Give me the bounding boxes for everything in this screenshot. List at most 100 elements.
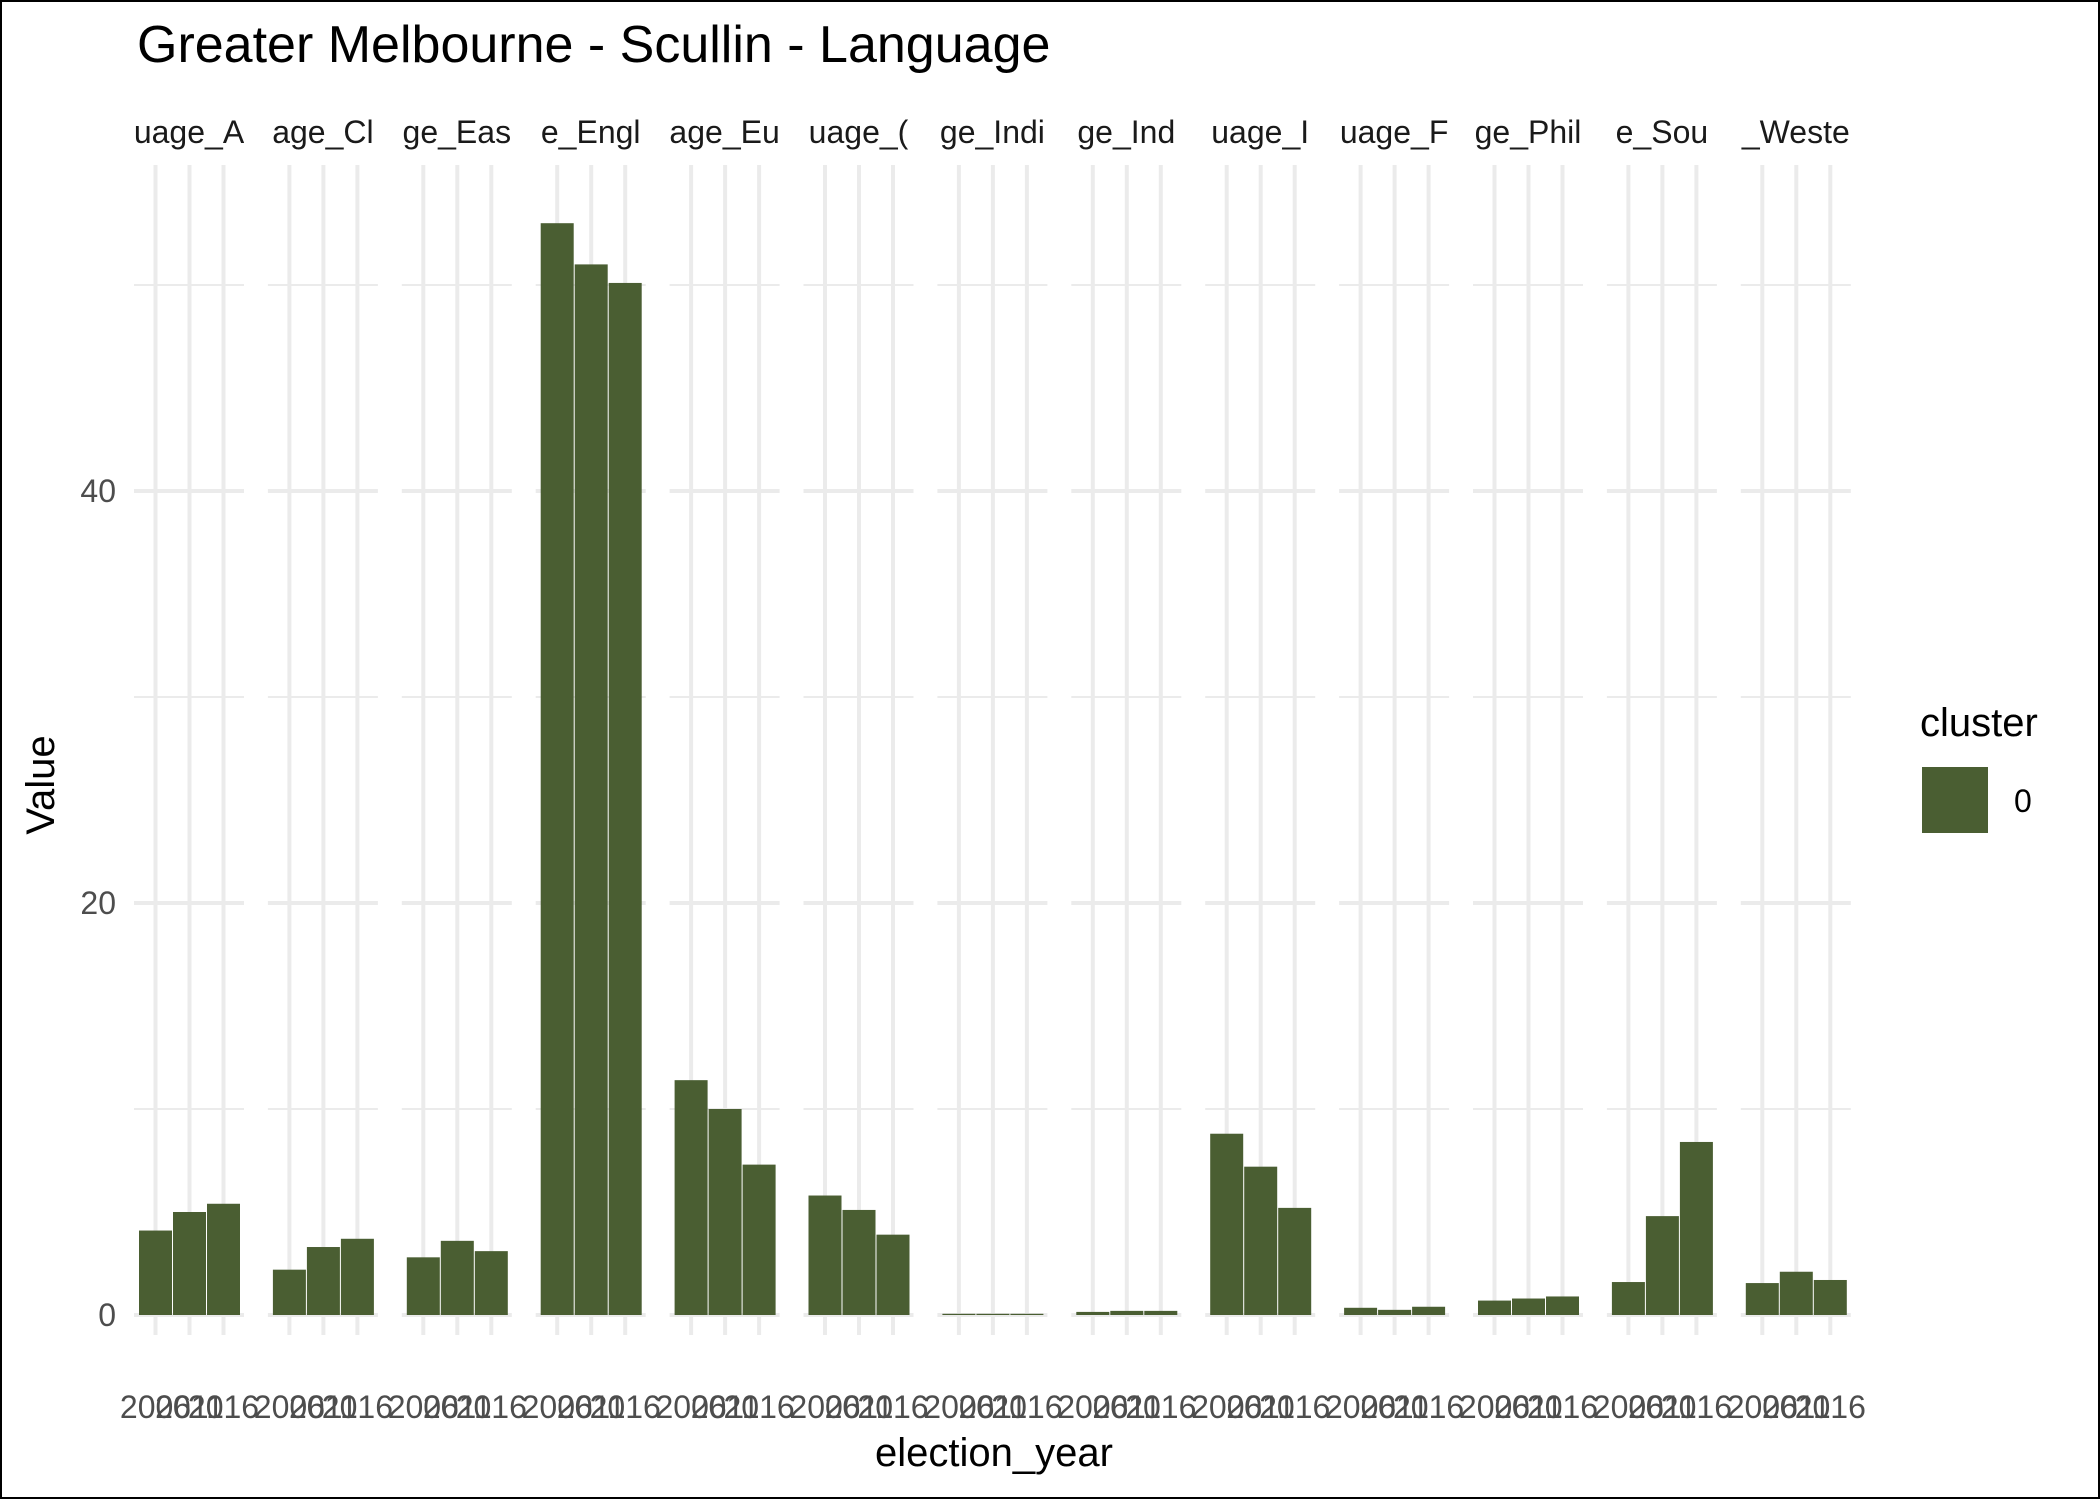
bar <box>440 1240 474 1315</box>
x-tick-label: 2016 <box>857 1389 928 1425</box>
x-tick-label: 2016 <box>1527 1389 1598 1425</box>
x-tick-label: 2016 <box>188 1389 259 1425</box>
bar <box>1478 1300 1511 1315</box>
bar <box>1144 1310 1178 1315</box>
bar <box>842 1209 876 1315</box>
facet-strip-label: ge_Indi <box>940 114 1045 150</box>
y-axis-title: Value <box>19 735 63 834</box>
legend-key-cluster-0 <box>1922 767 1988 833</box>
x-tick-label: 2011 <box>289 1389 358 1425</box>
bar <box>1412 1306 1446 1315</box>
bar <box>808 1195 842 1315</box>
x-tick-label: 2006 <box>1727 1389 1798 1425</box>
bar <box>1645 1216 1679 1315</box>
x-tick-label: 2016 <box>590 1389 661 1425</box>
x-tick-label: 2006 <box>1191 1389 1262 1425</box>
bar <box>876 1234 910 1315</box>
x-tick-label: 2011 <box>155 1389 224 1425</box>
x-tick-label: 2016 <box>1259 1389 1330 1425</box>
x-tick-label: 2006 <box>656 1389 727 1425</box>
x-tick-label: 2016 <box>1661 1389 1732 1425</box>
x-tick-label: 2006 <box>120 1389 191 1425</box>
bar <box>708 1109 742 1315</box>
facet-strip-label: ge_Ind <box>1077 114 1175 150</box>
bar <box>574 264 608 1315</box>
x-tick-label: 2016 <box>724 1389 795 1425</box>
bar <box>474 1251 508 1315</box>
x-tick-label: 2006 <box>1459 1389 1530 1425</box>
bar <box>207 1203 240 1315</box>
bar <box>1546 1296 1579 1315</box>
facet-strip-label: ge_Eas <box>403 114 512 150</box>
x-tick-label: 2006 <box>789 1389 860 1425</box>
y-axis: 0 20 40 <box>80 473 116 1333</box>
legend-label-cluster-0: 0 <box>2014 783 2032 819</box>
bar <box>173 1212 206 1315</box>
x-tick-label: 2011 <box>1360 1389 1429 1425</box>
facet-strip-label: age_Eu <box>669 114 779 150</box>
bar <box>540 223 574 1316</box>
x-tick-label: 2011 <box>825 1389 894 1425</box>
bar <box>1010 1313 1044 1315</box>
x-tick-label: 2006 <box>388 1389 459 1425</box>
bar <box>1611 1282 1645 1315</box>
x-tick-label: 2016 <box>1795 1389 1866 1425</box>
facet-strip-label: uage_( <box>809 114 909 150</box>
bar <box>1813 1279 1847 1315</box>
facet-strip-label: ge_Phil <box>1475 114 1582 150</box>
x-tick-label: 2006 <box>1057 1389 1128 1425</box>
bar <box>1244 1166 1278 1315</box>
bar <box>1110 1310 1144 1315</box>
x-tick-label: 2011 <box>1628 1389 1697 1425</box>
chart-title: Greater Melbourne - Scullin - Language <box>137 16 1050 74</box>
facet-strip-label: e_Sou <box>1616 114 1709 150</box>
x-tick-label: 2016 <box>991 1389 1062 1425</box>
x-tick-label: 2011 <box>1494 1389 1563 1425</box>
bar <box>1278 1207 1312 1315</box>
x-tick-label: 2016 <box>1125 1389 1196 1425</box>
legend-title: cluster <box>1920 701 2038 745</box>
x-tick-label: 2011 <box>691 1389 760 1425</box>
facet-strip-label: e_Engl <box>541 114 641 150</box>
bar <box>406 1257 440 1315</box>
y-tick-label: 40 <box>80 473 116 509</box>
x-tick-label: 2011 <box>557 1389 626 1425</box>
x-tick-label: 2011 <box>958 1389 1027 1425</box>
facet-strip-label: uage_I <box>1211 114 1309 150</box>
x-tick-label: 2006 <box>923 1389 994 1425</box>
bar <box>1779 1271 1813 1315</box>
bar <box>306 1247 340 1315</box>
y-tick-label: 0 <box>98 1297 116 1333</box>
bar <box>674 1080 708 1315</box>
x-tick-label: 2016 <box>456 1389 527 1425</box>
bar <box>1512 1298 1545 1315</box>
bar <box>1210 1133 1244 1315</box>
x-tick-label: 2016 <box>322 1389 393 1425</box>
x-tick-label: 2016 <box>1393 1389 1464 1425</box>
bar <box>1378 1309 1412 1315</box>
x-tick-label: 2006 <box>522 1389 593 1425</box>
x-tick-label: 2011 <box>1226 1389 1295 1425</box>
bar <box>942 1313 976 1315</box>
bar <box>1344 1307 1378 1315</box>
facet-strip-label: uage_F <box>1340 114 1449 150</box>
y-tick-label: 20 <box>80 885 116 921</box>
legend: cluster 0 <box>1920 701 2038 833</box>
bar <box>608 282 642 1316</box>
bar <box>340 1238 374 1315</box>
x-tick-label: 2011 <box>1762 1389 1831 1425</box>
